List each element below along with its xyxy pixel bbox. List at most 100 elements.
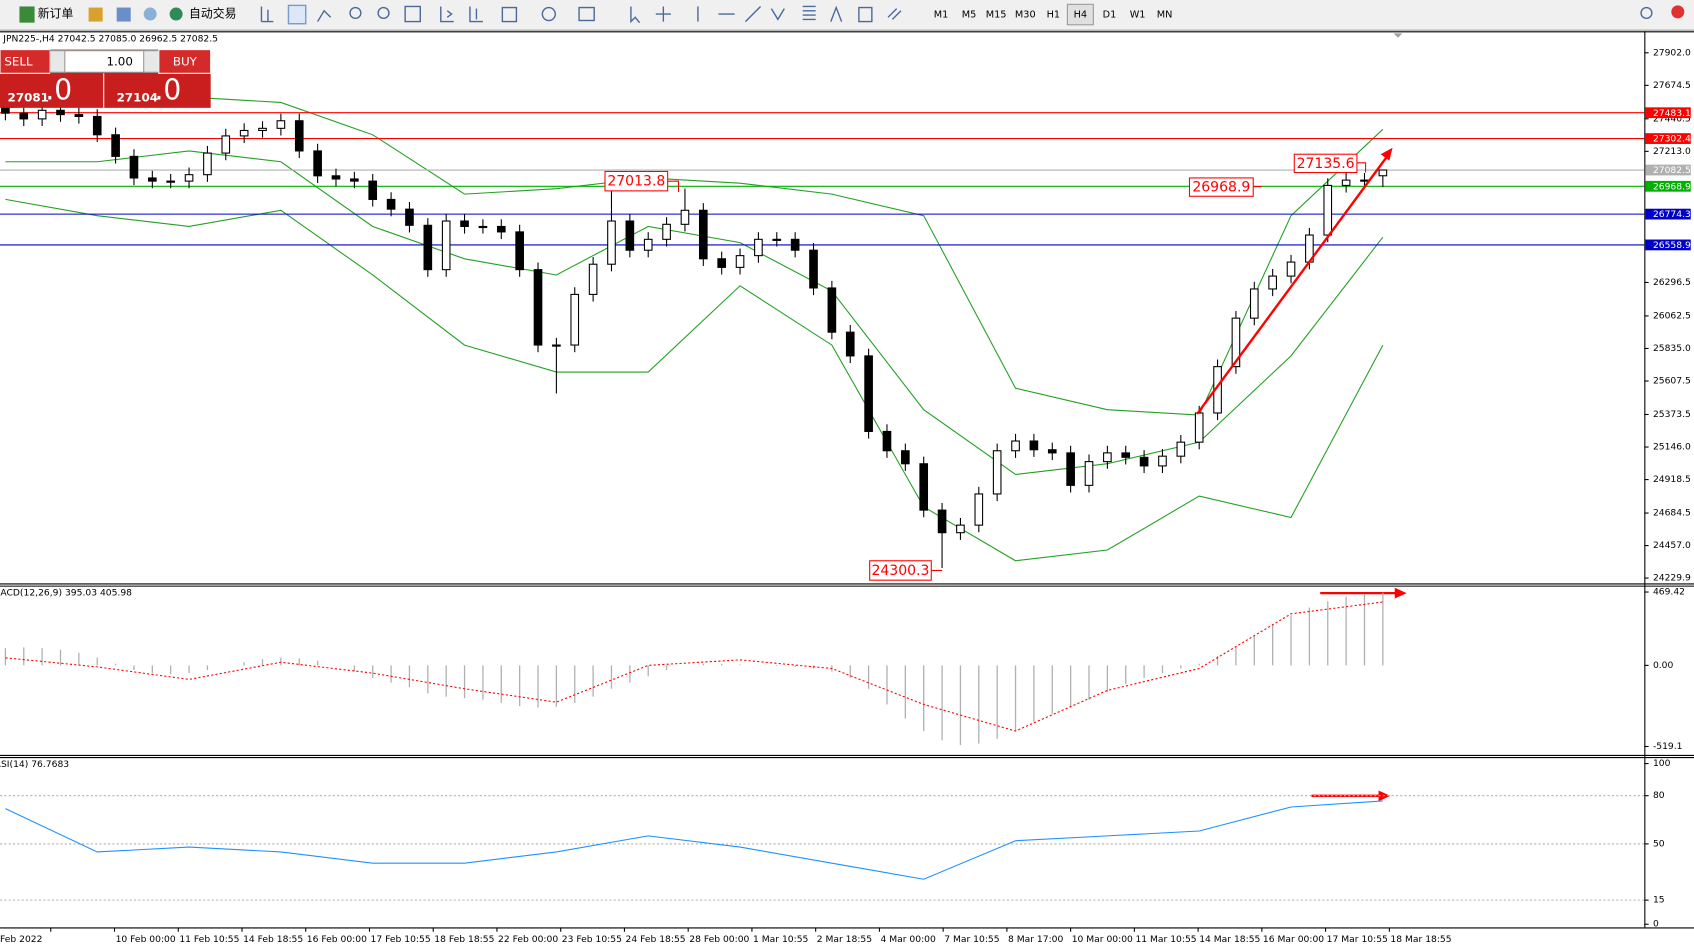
new-order-button[interactable]: 新订单 — [38, 7, 74, 21]
time-label: 11 Mar 10:55 — [1135, 934, 1196, 945]
price-tick-label: 24457.0 — [1653, 540, 1691, 551]
indicators-icon[interactable] — [501, 6, 518, 23]
price-tick-label: 24918.5 — [1653, 474, 1691, 485]
label-icon[interactable] — [858, 6, 873, 23]
band-upper — [5, 96, 1384, 416]
arrow-head — [1380, 147, 1393, 161]
text-icon[interactable] — [830, 5, 843, 22]
timeframe-button[interactable]: MN — [1157, 10, 1173, 21]
time-label: 24 Feb 18:55 — [626, 934, 686, 945]
notification-badge[interactable] — [1671, 5, 1685, 19]
buy-button[interactable] — [158, 49, 212, 74]
candle-body — [698, 209, 708, 260]
ask-fraction[interactable]: .0 — [154, 74, 181, 107]
rsi-tick-label: 0 — [1653, 919, 1659, 930]
candle-body — [992, 450, 1002, 495]
price-tick-label: 25146.0 — [1653, 442, 1691, 453]
level-label-box — [1645, 208, 1691, 220]
candle-body — [148, 177, 157, 182]
candle-body — [423, 224, 433, 271]
fibo-icon[interactable] — [802, 5, 816, 21]
candle-body — [405, 208, 414, 226]
candle-body — [680, 209, 690, 225]
rsi-tick-label: 80 — [1653, 790, 1665, 801]
trend-arrow — [1196, 155, 1389, 415]
time-label: 1 Mar 10:55 — [753, 934, 809, 945]
arrows-icon[interactable] — [887, 8, 902, 20]
active-timeframe[interactable] — [1066, 3, 1094, 26]
crosshair-icon[interactable] — [655, 6, 671, 22]
price-annotations: 27013.8 24300.3 26968.9 27135.6 — [604, 153, 1367, 581]
timeframe-button[interactable]: M15 — [986, 10, 1007, 21]
timeframe-button[interactable]: M5 — [962, 10, 977, 21]
candle-body — [754, 238, 763, 257]
channel-icon[interactable] — [770, 8, 785, 21]
timeframe-button[interactable]: W1 — [1130, 10, 1146, 21]
line-chart-icon[interactable] — [317, 9, 332, 22]
timeframe-button[interactable]: H1 — [1047, 10, 1060, 21]
template-icon[interactable] — [578, 6, 595, 22]
toolbar-icon[interactable] — [88, 7, 103, 22]
candle-body — [1286, 261, 1296, 277]
toolbar-icon[interactable] — [143, 7, 157, 21]
macd-signal — [5, 601, 1383, 732]
level-label: 26968.9 — [1653, 181, 1691, 192]
rsi-tick-label: 15 — [1653, 895, 1665, 906]
zoom-in-icon[interactable] — [349, 6, 362, 20]
search-icon[interactable] — [1640, 6, 1653, 20]
price-tick-label: 26062.5 — [1653, 310, 1691, 321]
lots-down[interactable] — [49, 50, 66, 73]
lots-input[interactable] — [49, 50, 160, 73]
lots-up[interactable] — [143, 50, 160, 73]
time-label: 23 Feb 10:55 — [562, 934, 622, 945]
bid-fraction[interactable]: .0 — [45, 74, 72, 107]
bollinger-bands — [5, 96, 1384, 562]
candle-body — [166, 180, 176, 183]
shift-icon[interactable] — [469, 6, 483, 23]
time-label: Feb 2022 — [0, 934, 42, 945]
annotation-connector — [1356, 162, 1367, 173]
lots-value[interactable]: 1.00 — [106, 55, 132, 69]
period-icon[interactable] — [541, 6, 557, 22]
candle-body — [496, 225, 506, 233]
time-label: 18 Feb 18:55 — [434, 934, 494, 945]
annotation-box — [604, 170, 669, 192]
trendline-icon[interactable] — [744, 5, 762, 23]
candle-body — [533, 269, 543, 346]
sell-label[interactable]: SELL — [4, 55, 33, 69]
new-order-icon[interactable] — [19, 6, 35, 23]
ask-price[interactable]: 27104 — [117, 91, 158, 105]
price-tick-label: 27674.5 — [1653, 80, 1691, 91]
candle-body — [1231, 317, 1241, 368]
buy-label[interactable]: BUY — [173, 55, 198, 69]
autoscroll-icon[interactable] — [440, 6, 454, 23]
trade-panel: SELL 1.00 BUY 27081 .0 27104 .0 — [0, 49, 212, 108]
candle-body — [827, 287, 837, 333]
annotation-box — [869, 560, 932, 581]
auto-trading-button[interactable]: 自动交易 — [189, 7, 236, 21]
annotation-connector — [667, 180, 680, 192]
bar-chart-icon[interactable] — [260, 6, 274, 23]
trend-arrows — [1196, 147, 1407, 802]
candle-chart-icon[interactable] — [287, 4, 307, 25]
annotation-label: 27135.6 — [1297, 156, 1355, 172]
toolbar-icon[interactable] — [116, 7, 131, 22]
bid-price[interactable]: 27081 — [8, 91, 49, 105]
timeframe-button[interactable]: M1 — [934, 10, 949, 21]
macd-title: MACD(12,26,9) 395.03 405.98 — [0, 588, 132, 599]
time-label: 17 Feb 10:55 — [371, 934, 431, 945]
candle-body — [625, 220, 635, 251]
timeframe-button[interactable]: M30 — [1015, 10, 1036, 21]
band-lower — [5, 198, 1384, 562]
tile-icon[interactable] — [404, 5, 421, 23]
auto-trading-icon[interactable] — [169, 7, 183, 21]
cursor-icon[interactable] — [630, 6, 641, 24]
zoom-out-icon[interactable] — [377, 6, 390, 20]
level-label: 27302.4 — [1653, 134, 1691, 145]
time-label: 10 Feb 00:00 — [116, 934, 176, 945]
rsi-tick-label: 50 — [1653, 838, 1665, 849]
timeframe-button[interactable]: D1 — [1103, 10, 1117, 21]
candle-body — [1103, 452, 1112, 463]
timeframe-button[interactable]: H4 — [1074, 10, 1087, 21]
